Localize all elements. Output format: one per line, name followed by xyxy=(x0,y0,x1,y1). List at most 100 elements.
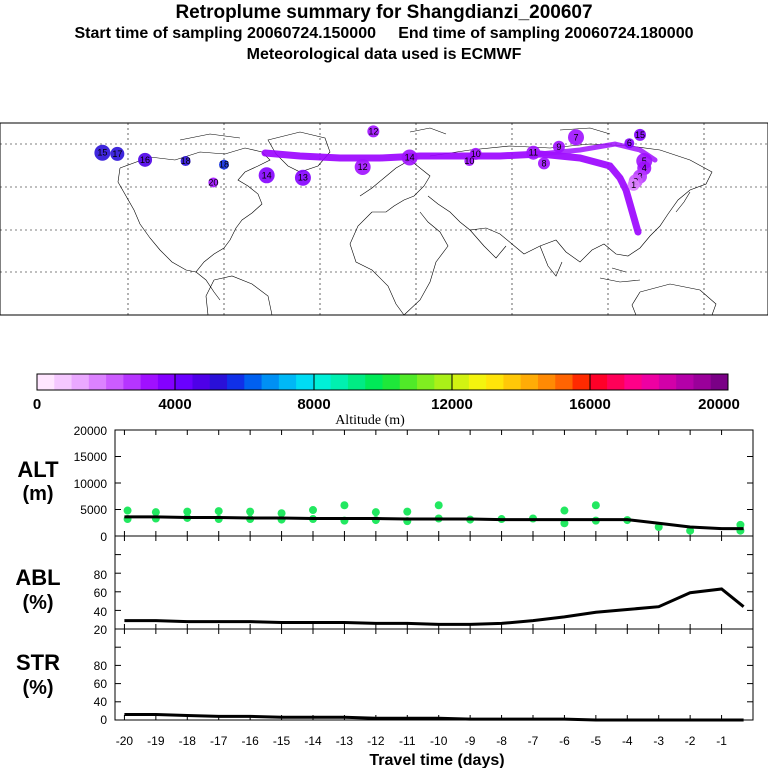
colorbar-cell xyxy=(88,374,107,390)
map-cluster-label: 14 xyxy=(405,152,415,162)
map-cluster-marker xyxy=(354,158,371,175)
colorbar-cell xyxy=(313,374,332,390)
x-tick-labels: -20 -19 -18 -17 -16 -15 -14 -13 -12 -11 -10 -9 -8 -7 -… xyxy=(116,734,727,748)
colorbar-cell xyxy=(417,374,435,390)
x-tick-label: -2 xyxy=(685,734,696,748)
map-cluster-label: 10 xyxy=(464,156,474,166)
colorbar-cell xyxy=(54,374,73,390)
abl-ytick-60: 60 xyxy=(94,586,108,600)
str-ylabel-unit: (%) xyxy=(22,677,53,699)
map-cluster-label: 17 xyxy=(112,149,122,159)
time-series-panels: ALT (m) ABL (%) STR (%) 20000 15000 1000… xyxy=(15,424,754,768)
coast-north-america xyxy=(119,147,271,301)
colorbar-tick-3: 12000 xyxy=(431,396,473,413)
map-cluster-marker xyxy=(568,129,584,146)
alt-ytick-20000: 20000 xyxy=(74,424,108,438)
colorbar-cell xyxy=(434,374,453,390)
map-cluster-marker xyxy=(367,125,380,138)
x-tick-label: -16 xyxy=(241,734,259,748)
map-cluster-marker xyxy=(110,146,125,161)
str-panel-frame xyxy=(114,628,754,721)
x-tick-label: -19 xyxy=(147,734,165,748)
colorbar-cell xyxy=(106,374,124,390)
map-cluster-label: 8 xyxy=(541,158,546,168)
map-cluster-marker xyxy=(208,177,219,188)
map-cluster-label: 14 xyxy=(262,170,272,180)
map-cluster-label: 5 xyxy=(642,156,647,166)
colorbar-cells xyxy=(37,374,729,390)
map-cluster-label: 10 xyxy=(471,149,481,159)
colorbar-tick-1: 4000 xyxy=(158,396,191,413)
colorbar-cell xyxy=(37,374,55,390)
map-cluster-label: 6 xyxy=(627,138,632,148)
str-ytick-60: 60 xyxy=(94,677,108,691)
alt-ytick-10000: 10000 xyxy=(74,477,108,491)
map-cluster-label: 15 xyxy=(635,130,645,140)
alt-cluster-point xyxy=(123,506,132,515)
map-cluster-marker xyxy=(138,152,153,167)
x-tick-label: -6 xyxy=(559,734,570,748)
alt-cluster-point xyxy=(309,506,317,515)
map-cluster-label: 7 xyxy=(573,132,578,142)
x-tick-label: -11 xyxy=(399,734,416,748)
x-tick-label: -20 xyxy=(116,734,134,748)
map-cluster-marker xyxy=(469,147,482,160)
colorbar-frame xyxy=(36,373,729,391)
panel-marks xyxy=(115,429,753,722)
colorbar-cell xyxy=(589,374,608,390)
x-tick-label: -12 xyxy=(367,734,385,748)
alt-ylabel-unit: (m) xyxy=(22,483,53,505)
start-time-label: Start time of sampling 20060724.150000 xyxy=(74,25,377,42)
alt-cluster-point xyxy=(183,507,192,516)
colorbar-cell xyxy=(382,374,401,390)
colorbar-cell xyxy=(123,374,142,390)
coast-greenland xyxy=(267,131,331,173)
colorbar-cell xyxy=(140,374,159,390)
coast-south-america xyxy=(205,275,273,316)
map-cluster-marker xyxy=(627,178,640,191)
map-cluster-marker xyxy=(538,157,550,170)
coast-north-america-west xyxy=(117,167,197,273)
map-cluster-marker xyxy=(526,145,541,160)
x-tick-label: -1 xyxy=(716,734,727,748)
colorbar: 0 4000 8000 12000 16000 20000 Altitude (… xyxy=(33,373,740,428)
alt-cluster-point xyxy=(246,507,255,516)
sampling-times: Start time of sampling 20060724.150000 E… xyxy=(0,23,768,44)
map-cluster-label: 15 xyxy=(97,148,107,158)
map-cluster-marker xyxy=(94,144,111,161)
world-map: 151716181814131214121110109768543211520 xyxy=(0,122,768,316)
map-cluster-label: 20 xyxy=(208,177,218,187)
abl-ylabel-unit: (%) xyxy=(22,592,53,614)
abl-line xyxy=(124,587,745,626)
colorbar-cell xyxy=(520,374,539,390)
x-tick-label: -5 xyxy=(591,734,602,748)
alt-cluster-point xyxy=(371,508,380,517)
map-cluster-marker xyxy=(180,156,191,167)
x-tick-label: -13 xyxy=(336,734,354,748)
colorbar-cell xyxy=(572,374,591,390)
alt-cluster-point xyxy=(686,526,695,535)
map-cluster-marker xyxy=(464,156,475,167)
str-ylabel: STR xyxy=(16,650,60,675)
alt-cluster-point xyxy=(736,520,745,529)
map-cluster-marker xyxy=(294,169,311,186)
colorbar-tick-4: 16000 xyxy=(569,396,611,413)
colorbar-cell xyxy=(641,374,660,390)
map-cluster-label: 18 xyxy=(219,160,229,170)
colorbar-cell xyxy=(330,374,349,390)
colorbar-cell xyxy=(624,374,643,390)
alt-cluster-point xyxy=(214,507,223,516)
x-tick-label: -18 xyxy=(179,734,197,748)
abl-ylabel: ABL xyxy=(15,565,60,590)
coast-arctic-islands xyxy=(179,127,611,141)
colorbar-cell xyxy=(399,374,418,390)
map-cluster-label: 18 xyxy=(181,156,191,166)
alt-cluster-point xyxy=(151,508,160,517)
x-tick-label: -4 xyxy=(622,734,633,748)
map-cluster-marker xyxy=(258,167,275,184)
alt-cluster-point xyxy=(403,507,412,516)
colorbar-cell xyxy=(486,374,504,390)
colorbar-cell xyxy=(537,374,556,390)
colorbar-cell xyxy=(296,374,314,390)
alt-cluster-point xyxy=(434,501,443,510)
